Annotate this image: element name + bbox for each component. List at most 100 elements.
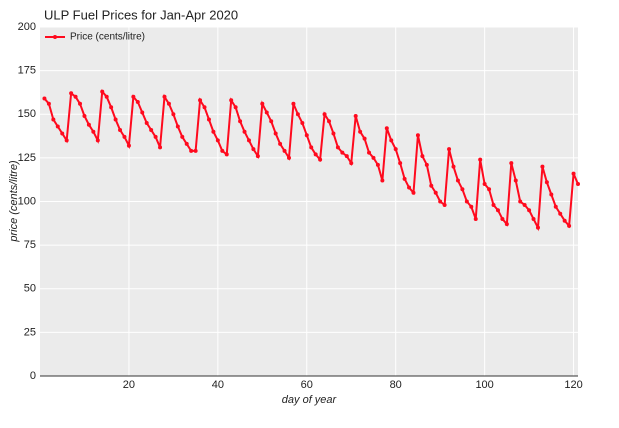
point <box>313 152 318 157</box>
point <box>349 161 354 166</box>
y-tick-label: 175 <box>18 65 36 77</box>
point <box>393 147 398 152</box>
point <box>304 133 309 138</box>
point <box>104 94 109 99</box>
point <box>544 180 549 185</box>
point <box>175 124 180 129</box>
legend-marker <box>53 35 57 39</box>
y-tick-label: 25 <box>24 326 36 338</box>
point <box>504 222 509 227</box>
point <box>220 148 225 153</box>
point <box>55 124 60 129</box>
x-tick-label: 100 <box>475 379 493 391</box>
point <box>527 208 532 213</box>
point <box>375 162 380 167</box>
point <box>95 138 100 143</box>
y-tick-label: 0 <box>30 370 36 382</box>
x-tick-label: 60 <box>301 379 313 391</box>
point <box>282 148 287 153</box>
point <box>122 134 127 139</box>
point <box>113 117 118 122</box>
point <box>487 187 492 192</box>
point <box>135 100 140 105</box>
point <box>144 120 149 125</box>
point <box>78 101 83 106</box>
point <box>522 202 527 207</box>
point <box>255 154 260 159</box>
point <box>269 119 274 124</box>
point <box>335 145 340 150</box>
point <box>242 129 247 134</box>
y-tick-label: 50 <box>24 283 36 295</box>
point <box>402 176 407 181</box>
point <box>251 147 256 152</box>
point <box>295 112 300 117</box>
point <box>211 129 216 134</box>
x-tick-label: 40 <box>212 379 224 391</box>
point <box>571 171 576 176</box>
point <box>500 216 505 221</box>
x-tick-label: 120 <box>564 379 582 391</box>
point <box>246 138 251 143</box>
point <box>438 199 443 204</box>
point <box>451 164 456 169</box>
point <box>473 216 478 221</box>
point <box>553 204 558 209</box>
point <box>100 89 105 94</box>
point <box>411 190 416 195</box>
point <box>482 182 487 187</box>
point <box>162 94 167 99</box>
point <box>118 127 123 132</box>
point <box>460 187 465 192</box>
point <box>300 120 305 125</box>
x-tick-label: 80 <box>390 379 402 391</box>
x-axis-label: day of year <box>282 394 338 406</box>
y-axis-label: price (cents/litre) <box>8 160 20 243</box>
point <box>286 155 291 160</box>
point <box>69 91 74 96</box>
point <box>202 105 207 110</box>
point <box>424 162 429 167</box>
point <box>447 147 452 152</box>
point <box>358 129 363 134</box>
point <box>86 122 91 127</box>
y-tick-label: 100 <box>18 195 36 207</box>
point <box>206 117 211 122</box>
point <box>340 150 345 155</box>
y-tick-label: 75 <box>24 239 36 251</box>
point <box>171 112 176 117</box>
point <box>153 134 158 139</box>
point <box>291 101 296 106</box>
point <box>371 155 376 160</box>
point <box>407 185 412 190</box>
y-tick-label: 150 <box>18 108 36 120</box>
point <box>46 101 51 106</box>
y-tick-label: 125 <box>18 152 36 164</box>
point <box>309 145 314 150</box>
point <box>442 202 447 207</box>
point <box>64 138 69 143</box>
point <box>193 148 198 153</box>
point <box>455 178 460 183</box>
point <box>344 154 349 159</box>
point <box>166 101 171 106</box>
point <box>264 110 269 115</box>
point <box>126 143 131 148</box>
point <box>389 138 394 143</box>
point <box>469 204 474 209</box>
point <box>180 134 185 139</box>
point <box>238 119 243 124</box>
point <box>558 211 563 216</box>
point <box>535 225 540 230</box>
y-tick-label: 200 <box>18 21 36 33</box>
point <box>540 164 545 169</box>
point <box>491 202 496 207</box>
point <box>73 94 78 99</box>
point <box>278 141 283 146</box>
point <box>131 94 136 99</box>
point <box>331 131 336 136</box>
point <box>398 161 403 166</box>
point <box>464 199 469 204</box>
point <box>478 157 483 162</box>
